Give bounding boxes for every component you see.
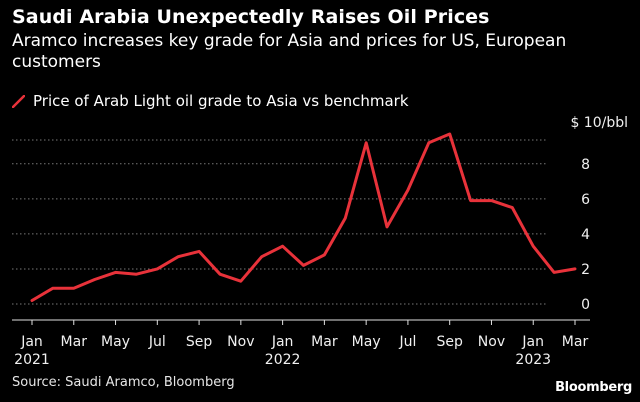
x-tick-label-month-13: Mar xyxy=(562,334,589,350)
x-tick-label-month-10: Sep xyxy=(436,334,463,350)
x-tick-label-month-3: Jul xyxy=(148,334,166,350)
series-layer xyxy=(30,132,577,302)
chart-subtitle: Aramco increases key grade for Asia and … xyxy=(12,31,567,72)
x-tick-label-year-12: 2023 xyxy=(515,352,551,368)
x-tick-label-month-9: Jul xyxy=(398,334,416,350)
legend-line-swatch xyxy=(12,94,25,108)
x-tick-label-month-2: May xyxy=(101,334,130,350)
y-tick-label-8: 8 xyxy=(581,157,590,173)
source-note: Source: Saudi Aramco, Bloomberg xyxy=(12,375,235,390)
x-tick-label-month-7: Mar xyxy=(311,334,338,350)
y-tick-label-4: 4 xyxy=(581,227,590,243)
x-tick-label-month-5: Nov xyxy=(227,334,254,350)
chart-title: Saudi Arabia Unexpectedly Raises Oil Pri… xyxy=(12,6,490,28)
y-axis-labels: 0 2 4 6 8 $ 10/bbl xyxy=(570,115,628,313)
x-tick-label-year-0: 2021 xyxy=(14,352,50,368)
x-tick-label-month-8: May xyxy=(352,334,381,350)
x-tick-label-year-6: 2022 xyxy=(265,352,301,368)
x-tick-label-month-11: Nov xyxy=(478,334,505,350)
x-tick-label-month-6: Jan xyxy=(271,334,294,350)
bloomberg-logo: Bloomberg xyxy=(555,380,632,395)
legend: Price of Arab Light oil grade to Asia vs… xyxy=(12,92,409,110)
x-tick-label-month-4: Sep xyxy=(186,334,213,350)
y-unit-label: $ 10/bbl xyxy=(570,115,628,131)
y-tick-label-2: 2 xyxy=(581,262,590,278)
legend-label: Price of Arab Light oil grade to Asia vs… xyxy=(33,92,409,110)
x-axis-labels: Jan 2021 Mar May Jul Sep Nov Jan 2022 Mar May Jul Se… xyxy=(14,320,588,368)
y-tick-label-0: 0 xyxy=(581,297,590,313)
grid-lines xyxy=(12,139,548,305)
x-tick-label-month-1: Mar xyxy=(61,334,88,350)
x-tick-label-month-12: Jan xyxy=(521,334,544,350)
y-tick-label-6: 6 xyxy=(581,192,590,208)
series-line-arab-light xyxy=(30,132,577,302)
x-tick-label-month-0: Jan xyxy=(20,334,43,350)
